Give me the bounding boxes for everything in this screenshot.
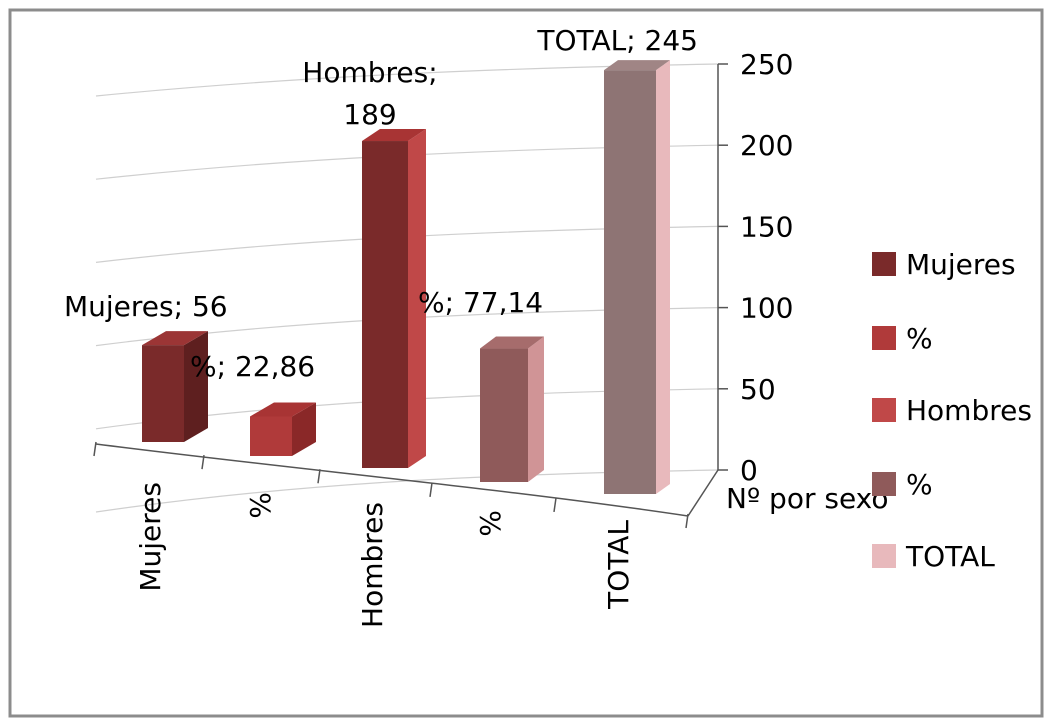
x-tick-label: Hombres xyxy=(356,502,389,628)
legend-swatch xyxy=(872,326,896,350)
bar-side xyxy=(184,331,208,442)
legend-swatch xyxy=(872,472,896,496)
legend-swatch xyxy=(872,252,896,276)
bar xyxy=(362,141,408,468)
axes: 0 50 100 150 200 250 Nº por sexo Mujeres% Hombre… xyxy=(93,48,889,628)
x-axis-tick xyxy=(317,469,321,484)
bar-top xyxy=(362,129,426,142)
y-tick-label: 150 xyxy=(740,210,793,243)
bar-top xyxy=(142,331,208,346)
legend-swatch xyxy=(872,398,896,422)
x-tick-label: Mujeres xyxy=(134,482,167,592)
bars xyxy=(142,60,670,495)
legend-label: TOTAL xyxy=(905,540,995,573)
y-tick-label: 0 xyxy=(740,454,758,487)
data-label: %; 77,14 xyxy=(418,286,543,319)
bar xyxy=(480,348,528,482)
bar-side xyxy=(656,60,670,495)
y-tick-label: 100 xyxy=(740,292,793,325)
legend-label: Hombres xyxy=(906,394,1032,427)
x-axis-tick xyxy=(429,482,433,497)
y-tick-label: 250 xyxy=(740,48,793,81)
bar xyxy=(142,345,184,442)
bar xyxy=(250,416,292,456)
bar-side xyxy=(292,402,316,456)
series-axis-label: Nº por sexo xyxy=(726,482,889,515)
legend-swatch xyxy=(872,544,896,568)
legend: Mujeres% Hombres% TOTAL xyxy=(872,248,1032,573)
x-tick-label: % xyxy=(244,492,277,519)
bar-side xyxy=(408,129,426,468)
legend-label: % xyxy=(906,468,933,501)
legend-label: Mujeres xyxy=(906,248,1016,281)
data-label-line: Hombres; xyxy=(302,56,437,89)
x-tick-label: % xyxy=(474,510,507,537)
data-label: TOTAL; 245 xyxy=(536,24,698,57)
data-label: %; 22,86 xyxy=(190,350,315,383)
legend-label: % xyxy=(906,322,933,355)
y-tick-label: 50 xyxy=(740,373,776,406)
x-axis-tick xyxy=(93,441,97,457)
x-axis-tick xyxy=(201,455,205,470)
x-axis-tick xyxy=(553,497,557,513)
bar-top xyxy=(604,60,670,71)
data-labels: Mujeres; 56 %; 22,86 Hombres; 189 %; 77,14 TO… xyxy=(64,24,698,383)
bar-top xyxy=(480,336,544,349)
data-label: Mujeres; 56 xyxy=(64,290,228,323)
bar-top xyxy=(250,402,316,417)
data-label: Hombres; 189 xyxy=(302,56,437,131)
depth-axis-line xyxy=(687,469,719,517)
x-tick-label: TOTAL xyxy=(602,520,635,610)
x-axis-tick xyxy=(685,513,689,529)
x-axis-line xyxy=(95,443,689,517)
y-tick-label: 200 xyxy=(740,129,793,162)
data-label-line: 189 xyxy=(343,98,396,131)
bar xyxy=(604,70,656,495)
bar-side xyxy=(528,336,544,482)
